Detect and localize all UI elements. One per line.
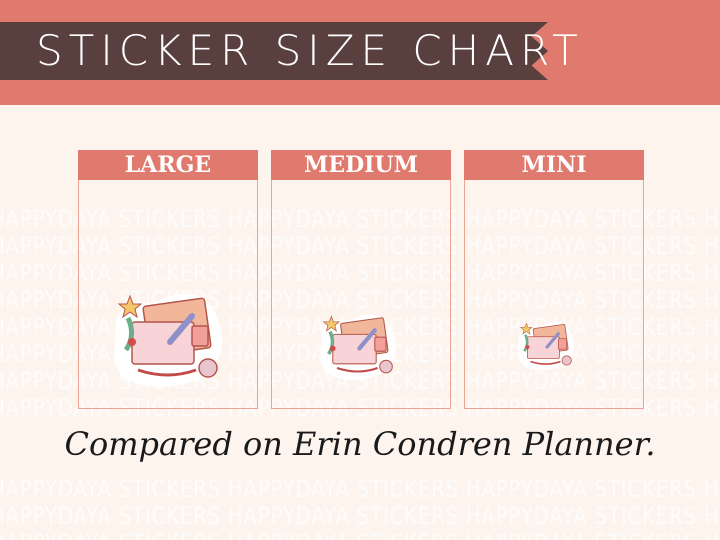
watermark-row: HAPPYDAYA STICKERS HAPPYDAYA STICKERS HA… [0, 475, 720, 503]
sticker-mini [516, 320, 576, 372]
watermark-row: HAPPYDAYA STICKERS HAPPYDAYA STICKERS HA… [0, 529, 720, 540]
title-ribbon [0, 22, 548, 80]
size-label-mini: MINI [464, 150, 644, 180]
watermark-row: HAPPYDAYA STICKERS HAPPYDAYA STICKERS HA… [0, 502, 720, 530]
caption: Compared on Erin Condren Planner. [64, 425, 656, 463]
size-label-medium: MEDIUM [271, 150, 451, 180]
sticker-medium [316, 312, 400, 382]
size-box-mini: MINI [464, 150, 644, 409]
size-label-large: LARGE [78, 150, 258, 180]
size-box-large: LARGE [78, 150, 258, 409]
sticker-large [108, 290, 228, 390]
page-title: STICKER SIZE CHART [36, 26, 584, 75]
size-box-medium: MEDIUM [271, 150, 451, 409]
